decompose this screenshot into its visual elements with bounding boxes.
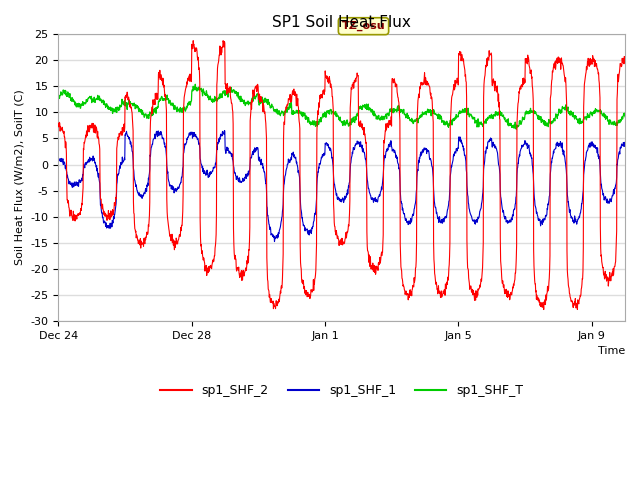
sp1_SHF_2 — [621, 58, 629, 63]
Text: TZ_osu: TZ_osu — [342, 21, 385, 31]
sp1_SHF_1 — [621, 143, 629, 149]
sp1_SHF_T — [621, 114, 629, 120]
Y-axis label: Soil Heat Flux (W/m2), SoilT (C): Soil Heat Flux (W/m2), SoilT (C) — [15, 90, 25, 265]
sp1_SHF_T — [148, 113, 156, 119]
sp1_SHF_2 — [54, 120, 62, 126]
sp1_SHF_T — [359, 103, 367, 108]
sp1_SHF_2 — [196, 235, 204, 240]
sp1_SHF_1 — [221, 128, 228, 133]
sp1_SHF_1 — [196, 156, 204, 162]
sp1_SHF_1 — [497, 195, 505, 201]
sp1_SHF_2 — [70, 215, 78, 221]
sp1_SHF_T — [180, 107, 188, 112]
sp1_SHF_2 — [540, 307, 548, 312]
Line: sp1_SHF_1: sp1_SHF_1 — [58, 131, 625, 241]
sp1_SHF_1 — [54, 156, 62, 161]
sp1_SHF_1 — [271, 239, 278, 244]
sp1_SHF_T — [70, 98, 78, 104]
Line: sp1_SHF_T: sp1_SHF_T — [58, 84, 625, 129]
sp1_SHF_1 — [70, 182, 78, 188]
sp1_SHF_2 — [497, 258, 504, 264]
sp1_SHF_2 — [359, 127, 367, 133]
X-axis label: Time: Time — [598, 347, 625, 357]
sp1_SHF_2 — [148, 110, 156, 116]
Title: SP1 Soil Heat Flux: SP1 Soil Heat Flux — [272, 15, 411, 30]
sp1_SHF_1 — [148, 144, 156, 150]
sp1_SHF_T — [191, 82, 199, 87]
sp1_SHF_T — [196, 86, 204, 92]
Line: sp1_SHF_2: sp1_SHF_2 — [58, 41, 625, 310]
Legend: sp1_SHF_2, sp1_SHF_1, sp1_SHF_T: sp1_SHF_2, sp1_SHF_1, sp1_SHF_T — [156, 379, 528, 402]
sp1_SHF_T — [497, 112, 504, 118]
sp1_SHF_1 — [180, 146, 188, 152]
sp1_SHF_T — [513, 126, 520, 132]
sp1_SHF_2 — [189, 38, 197, 44]
sp1_SHF_2 — [180, 95, 188, 100]
sp1_SHF_T — [54, 93, 62, 99]
sp1_SHF_1 — [360, 147, 367, 153]
